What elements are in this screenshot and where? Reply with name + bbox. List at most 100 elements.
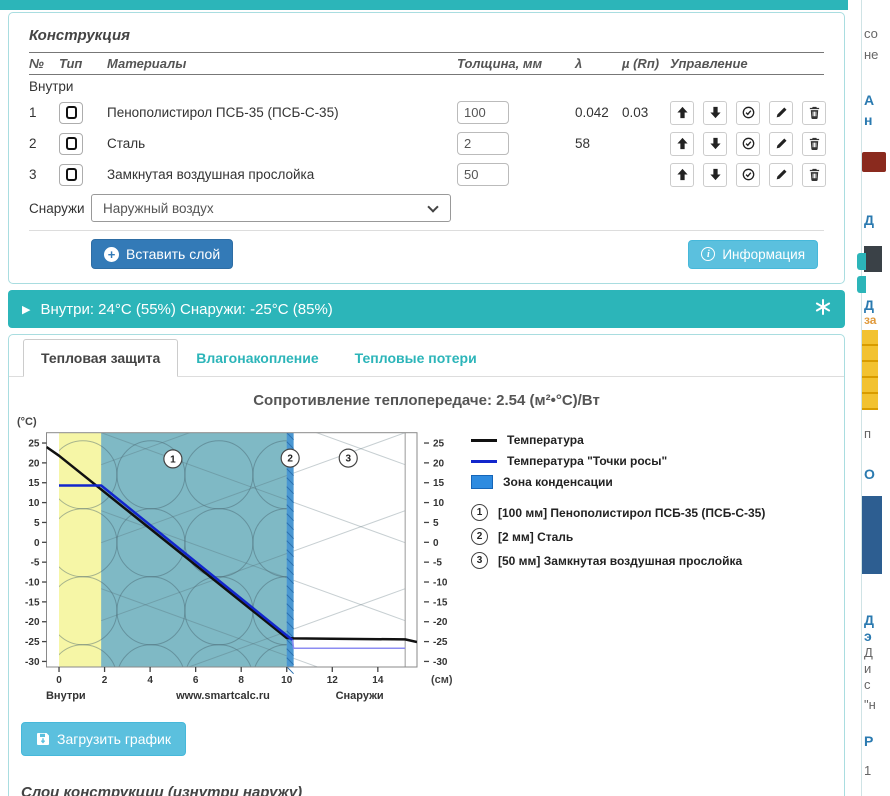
move-layer-up-button[interactable] (670, 162, 694, 187)
insert-layer-label: Вставить слой (126, 246, 221, 262)
condensation-zone-region (101, 432, 294, 667)
legend-item: Температура "Точки росы" (471, 454, 765, 468)
sidebar-fragment-blue: э (864, 628, 872, 644)
load-chart-button[interactable]: Загрузить график (21, 722, 186, 756)
layer-number: 3 (29, 167, 37, 182)
col-type: Тип (59, 56, 83, 71)
tab-moisture-accumulation[interactable]: Влагонакопление (196, 350, 319, 366)
results-card: Тепловая защита Влагонакопление Тепловые… (8, 334, 845, 796)
chart-legend: Температура Температура "Точки росы" Зона … (471, 433, 765, 708)
svg-text:25: 25 (28, 439, 40, 450)
outside-environment-select[interactable]: Наружный воздух (91, 194, 451, 222)
foam-hatch-pattern (59, 440, 287, 668)
svg-text:(°C): (°C) (17, 416, 37, 428)
sidebar-fragment-blue: Р (864, 733, 874, 749)
table-row: 1 Пенополистирол ПСБ-35 (ПСБ-С-35) 0.042… (29, 98, 826, 127)
svg-text:25: 25 (433, 439, 445, 450)
apply-layer-button[interactable] (736, 131, 760, 156)
conditions-collapse-bar[interactable]: ▶ Внутри: 24°C (55%) Снаружи: -25°C (85%… (8, 290, 845, 328)
sidebar-fragment-gray: 1 (864, 763, 872, 778)
layer-material: Пенополистирол ПСБ-35 (ПСБ-С-35) (107, 105, 339, 120)
move-layer-down-button[interactable] (703, 162, 727, 187)
thickness-input[interactable] (457, 101, 509, 124)
delete-layer-button[interactable] (802, 131, 826, 156)
svg-text:-10: -10 (433, 578, 448, 589)
sidebar-fragment-yellow (862, 330, 878, 410)
layer-controls (670, 162, 826, 187)
arrow-up-icon (676, 137, 688, 150)
layer-badge: 3 (338, 448, 358, 468)
layer-type-checkbox[interactable] (59, 163, 83, 186)
sidebar-fragment-gray: "н (864, 697, 876, 712)
col-control: Управление (670, 56, 748, 71)
insert-layer-button[interactable]: + Вставить слой (91, 239, 234, 269)
layer-mu: 0.03 (622, 105, 649, 120)
svg-text:20: 20 (433, 458, 445, 469)
information-label: Информация (722, 246, 805, 262)
thickness-input[interactable] (457, 132, 509, 155)
thickness-input[interactable] (457, 163, 509, 186)
svg-text:-5: -5 (31, 558, 40, 569)
sidebar-fragment-tealtab (857, 276, 866, 293)
sidebar-fragment-blue: Д (864, 297, 874, 313)
trash-icon (809, 168, 819, 181)
edit-layer-button[interactable] (769, 162, 793, 187)
layer-lambda: 58 (575, 136, 591, 151)
layer-material: Замкнутая воздушная прослойка (107, 167, 315, 182)
svg-text:-20: -20 (433, 617, 448, 628)
arrow-up-icon (676, 106, 688, 119)
svg-text:10: 10 (281, 675, 293, 686)
info-icon: i (701, 247, 716, 261)
legend-line-swatch (471, 459, 497, 463)
chevron-down-icon (427, 201, 439, 213)
layer-number: 2 (29, 136, 37, 151)
move-layer-down-button[interactable] (703, 100, 727, 125)
col-lambda: λ (575, 56, 583, 71)
edit-layer-button[interactable] (769, 100, 793, 125)
svg-text:0: 0 (56, 675, 62, 686)
arrow-down-icon (709, 137, 721, 150)
snowflake-icon[interactable] (815, 299, 831, 319)
delete-layer-button[interactable] (802, 100, 826, 125)
construction-title: Конструкция (29, 27, 130, 44)
construction-card: Конструкция № Тип Материалы Толщина, мм … (8, 12, 845, 284)
layer-number-icon: 3 (471, 552, 488, 569)
move-layer-up-button[interactable] (670, 100, 694, 125)
layer-number: 1 (29, 105, 37, 120)
x-axis-label: Внутри (46, 690, 86, 702)
main-column: Конструкция № Тип Материалы Толщина, мм … (8, 12, 845, 796)
check-circle-icon (742, 137, 754, 150)
plus-circle-icon: + (104, 246, 119, 262)
edit-layer-button[interactable] (769, 131, 793, 156)
tab-heat-loss[interactable]: Тепловые потери (354, 350, 477, 366)
outside-row: Снаружи Наружный воздух (29, 194, 824, 222)
col-mu: µ (Rп) (622, 56, 660, 71)
svg-text:1: 1 (170, 454, 176, 465)
move-layer-down-button[interactable] (703, 131, 727, 156)
series-line (59, 484, 294, 641)
information-button[interactable]: i Информация (688, 239, 818, 269)
svg-text:15: 15 (433, 478, 445, 489)
svg-text:6: 6 (193, 675, 199, 686)
layer-type-checkbox[interactable] (59, 132, 83, 155)
pencil-icon (776, 107, 787, 118)
apply-layer-button[interactable] (736, 162, 760, 187)
svg-text:-10: -10 (25, 578, 40, 589)
layer-type-checkbox[interactable] (59, 101, 83, 124)
checkbox-glyph-icon (65, 137, 77, 150)
checkbox-glyph-icon (65, 106, 77, 119)
sidebar-fragment-gray: с (864, 677, 871, 692)
tab-thermal-protection[interactable]: Тепловая защита (23, 339, 179, 377)
delete-layer-button[interactable] (802, 162, 826, 187)
x-axis-label: www.smartcalc.ru (175, 690, 270, 702)
legend-zone-swatch (471, 475, 493, 489)
layer-controls (670, 131, 826, 156)
save-chart-icon (37, 733, 49, 745)
apply-layer-button[interactable] (736, 100, 760, 125)
move-layer-up-button[interactable] (670, 131, 694, 156)
legend-layer-item: 1 [100 мм] Пенополистирол ПСБ-35 (ПСБ-С-3… (471, 504, 765, 521)
svg-text:10: 10 (28, 498, 40, 509)
